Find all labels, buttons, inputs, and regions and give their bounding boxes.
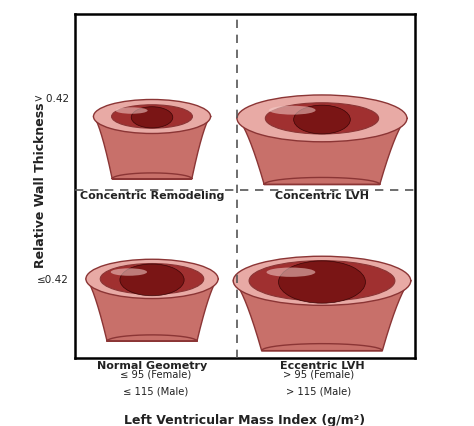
Ellipse shape (265, 104, 379, 135)
Text: Normal Geometry: Normal Geometry (97, 360, 207, 370)
Ellipse shape (120, 265, 184, 296)
Ellipse shape (233, 256, 411, 305)
Text: ≤0.42: ≤0.42 (37, 274, 69, 284)
Polygon shape (93, 117, 210, 179)
Text: Eccentric LVH: Eccentric LVH (280, 360, 365, 370)
Ellipse shape (111, 269, 147, 276)
Ellipse shape (86, 260, 218, 299)
Ellipse shape (279, 261, 365, 303)
Text: Relative Wall Thickness: Relative Wall Thickness (34, 103, 47, 268)
Text: Concentric Remodeling: Concentric Remodeling (80, 191, 224, 201)
Text: > 95 (Female): > 95 (Female) (283, 369, 354, 379)
Text: ≤ 95 (Female): ≤ 95 (Female) (120, 369, 191, 379)
Polygon shape (233, 281, 411, 351)
Text: Concentric LVH: Concentric LVH (275, 191, 369, 201)
Ellipse shape (100, 264, 204, 295)
Ellipse shape (93, 100, 210, 134)
Text: > 0.42: > 0.42 (34, 93, 69, 104)
Text: ≤ 115 (Male): ≤ 115 (Male) (123, 386, 189, 395)
Ellipse shape (131, 107, 173, 129)
Text: > 115 (Male): > 115 (Male) (286, 386, 351, 395)
Ellipse shape (237, 96, 407, 142)
Text: Left Ventricular Mass Index (g/m²): Left Ventricular Mass Index (g/m²) (124, 413, 365, 426)
Polygon shape (86, 279, 218, 341)
Ellipse shape (294, 106, 350, 135)
Ellipse shape (116, 108, 147, 115)
Ellipse shape (111, 106, 192, 129)
Polygon shape (237, 119, 407, 185)
Ellipse shape (249, 261, 395, 301)
Ellipse shape (266, 268, 315, 277)
Ellipse shape (269, 106, 316, 115)
